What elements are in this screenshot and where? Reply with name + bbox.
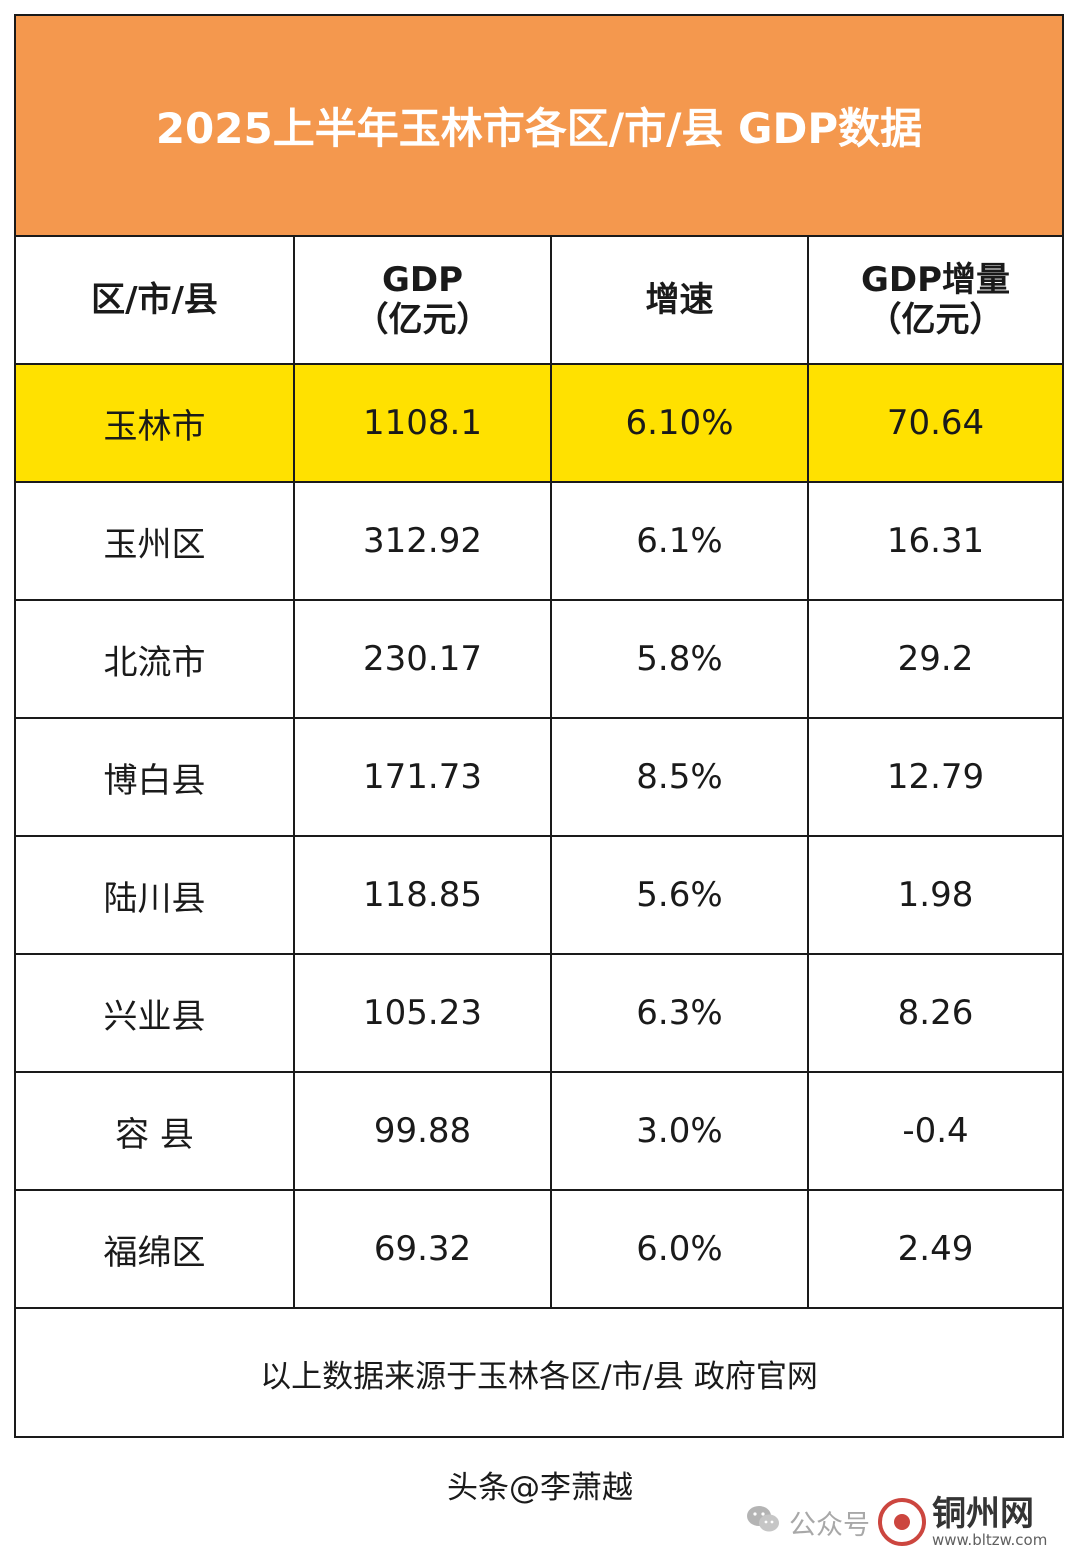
cell-name: 北流市 [16,599,295,719]
watermark-site-url: www.bltzw.com [932,1531,1048,1549]
header-region-label: 区/市/县 [91,280,218,320]
table-row: 福绵区 69.32 6.0% 2.49 [16,1189,1062,1309]
header-increase-unit: （亿元） [867,300,1004,340]
table-row: 陆川县 118.85 5.6% 1.98 [16,835,1062,955]
gdp-table-card: 2025上半年玉林市各区/市/县 GDP数据 区/市/县 GDP （亿元） 增速… [14,14,1064,1438]
watermark-account-text: 公众号 [789,1509,870,1541]
cell-name: 博白县 [16,717,295,837]
table-row: 容 县 99.88 3.0% -0.4 [16,1071,1062,1191]
header-increase: GDP增量 （亿元） [807,237,1062,365]
cell-growth: 6.10% [550,363,809,483]
cell-growth: 6.0% [550,1189,809,1309]
cell-growth: 5.6% [550,835,809,955]
source-note: 以上数据来源于玉林各区/市/县 政府官网 [260,1359,818,1395]
table-row: 博白县 171.73 8.5% 12.79 [16,717,1062,837]
cell-increase: 8.26 [807,953,1062,1073]
cell-increase: 1.98 [807,835,1062,955]
cell-gdp: 99.88 [293,1071,552,1191]
cell-increase: 29.2 [807,599,1062,719]
cell-growth: 5.8% [550,599,809,719]
header-gdp: GDP （亿元） [293,237,552,365]
header-increase-label: GDP增量 [860,260,1011,300]
header-gdp-label: GDP [381,260,464,300]
wechat-icon-svg [747,1505,779,1531]
seal-icon [878,1498,926,1546]
table-row: 北流市 230.17 5.8% 29.2 [16,599,1062,719]
cell-increase: 70.64 [807,363,1062,483]
wechat-icon [745,1504,781,1541]
cell-growth: 6.3% [550,953,809,1073]
table-row: 兴业县 105.23 6.3% 8.26 [16,953,1062,1073]
watermark-site: 铜州网 www.bltzw.com [932,1496,1047,1548]
cell-gdp: 171.73 [293,717,552,837]
author-credit: 头条@李萧越 [447,1470,633,1506]
header-region: 区/市/县 [16,237,295,365]
header-gdp-unit: （亿元） [354,300,491,340]
cell-increase: 16.31 [807,481,1062,601]
table-row: 玉州区 312.92 6.1% 16.31 [16,481,1062,601]
cell-gdp: 230.17 [293,599,552,719]
table-title: 2025上半年玉林市各区/市/县 GDP数据 [155,104,923,153]
header-growth-label: 增速 [645,280,714,320]
cell-growth: 8.5% [550,717,809,837]
cell-name: 兴业县 [16,953,295,1073]
header-row: 区/市/县 GDP （亿元） 增速 GDP增量 （亿元） [16,237,1062,365]
cell-name: 容 县 [16,1071,295,1191]
gdp-table: 区/市/县 GDP （亿元） 增速 GDP增量 （亿元） 玉林市 1108.1 [16,237,1062,1309]
title-bar: 2025上半年玉林市各区/市/县 GDP数据 [16,16,1062,237]
cell-name: 福绵区 [16,1189,295,1309]
cell-increase: -0.4 [807,1071,1062,1191]
cell-gdp: 118.85 [293,835,552,955]
cell-increase: 12.79 [807,717,1062,837]
cell-growth: 3.0% [550,1071,809,1191]
cell-gdp: 105.23 [293,953,552,1073]
cell-name: 陆川县 [16,835,295,955]
table-row-highlight: 玉林市 1108.1 6.10% 70.64 [16,363,1062,483]
cell-growth: 6.1% [550,481,809,601]
watermark: 公众号 铜州网 www.bltzw.com [745,1494,1047,1550]
cell-name: 玉州区 [16,481,295,601]
watermark-site-name: 铜州网 [932,1494,1034,1534]
cell-name: 玉林市 [16,363,295,483]
cell-gdp: 312.92 [293,481,552,601]
header-growth: 增速 [550,237,809,365]
cell-gdp: 1108.1 [293,363,552,483]
cell-increase: 2.49 [807,1189,1062,1309]
cell-gdp: 69.32 [293,1189,552,1309]
